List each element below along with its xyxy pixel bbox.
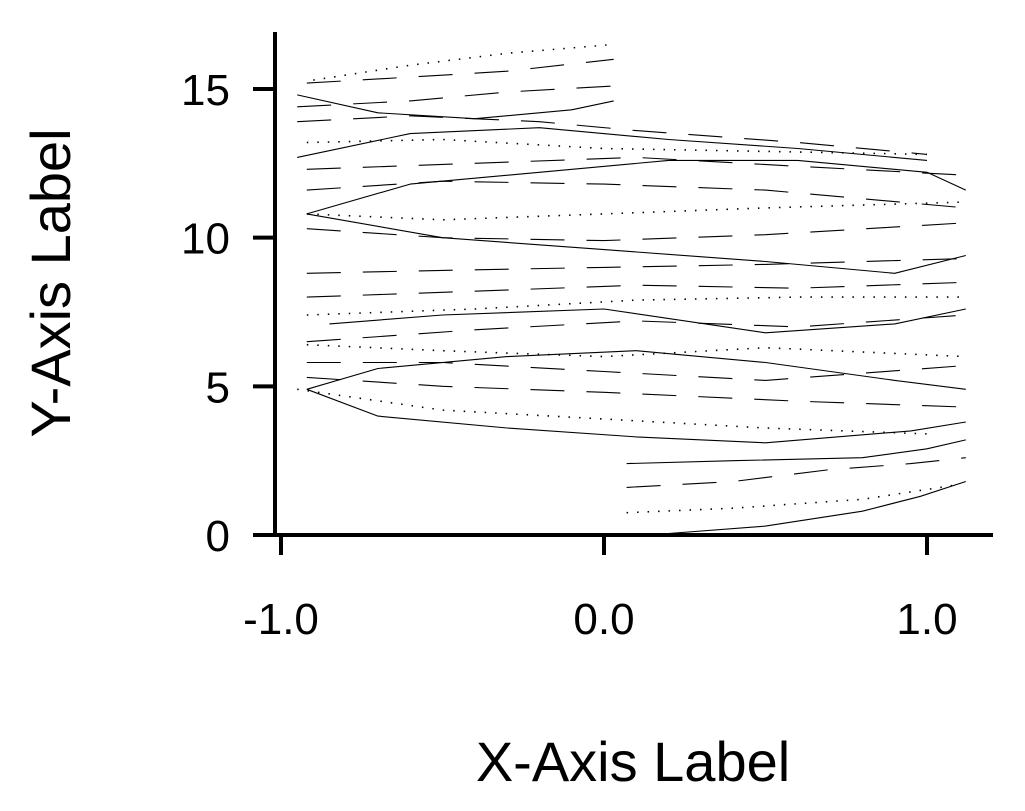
contour-line-18 <box>306 201 966 221</box>
contour-line-5 <box>297 388 928 435</box>
y-axis-ticks: 0 5 10 15 <box>181 66 275 561</box>
contour-line-7 <box>306 376 966 408</box>
contour-lines <box>297 43 967 535</box>
contour-line-13 <box>306 296 966 316</box>
contour-line-9 <box>306 361 966 381</box>
contour-line-11 <box>306 314 966 343</box>
contour-line-3 <box>626 457 966 488</box>
y-tick-label: 10 <box>181 215 230 264</box>
contour-line-6 <box>306 388 966 444</box>
x-axis-ticks: -1.0 0.0 1.0 <box>243 535 958 644</box>
contour-line-15 <box>306 257 966 274</box>
x-tick-label: 0.0 <box>573 595 634 644</box>
contour-line-21 <box>306 156 966 176</box>
x-tick-label: 1.0 <box>896 595 957 644</box>
contour-line-20 <box>306 180 966 209</box>
contour-line-27 <box>313 43 614 81</box>
contour-line-17 <box>306 222 966 242</box>
y-tick-label: 5 <box>206 363 230 412</box>
contour-line-2 <box>668 480 966 535</box>
x-tick-label: -1.0 <box>243 595 319 644</box>
contour-line-8 <box>306 350 966 390</box>
contour-line-1 <box>626 483 960 514</box>
contour-line-14 <box>306 281 966 298</box>
contour-line-16 <box>306 213 966 274</box>
contour-line-28 <box>297 85 614 108</box>
y-axis-title: Y-Axis Label <box>19 128 82 437</box>
contour-line-10 <box>306 343 966 358</box>
contour-line-4 <box>626 439 966 465</box>
contour-line-22 <box>297 127 928 161</box>
contour-line-26 <box>306 58 614 84</box>
contour-line-19 <box>306 159 967 215</box>
contour-line-24 <box>297 115 928 155</box>
y-tick-label: 0 <box>206 512 230 561</box>
contour-line-12 <box>329 308 966 334</box>
y-tick-label: 15 <box>181 66 230 115</box>
x-axis-title: X-Axis Label <box>476 730 790 793</box>
contour-line-25 <box>297 94 614 120</box>
